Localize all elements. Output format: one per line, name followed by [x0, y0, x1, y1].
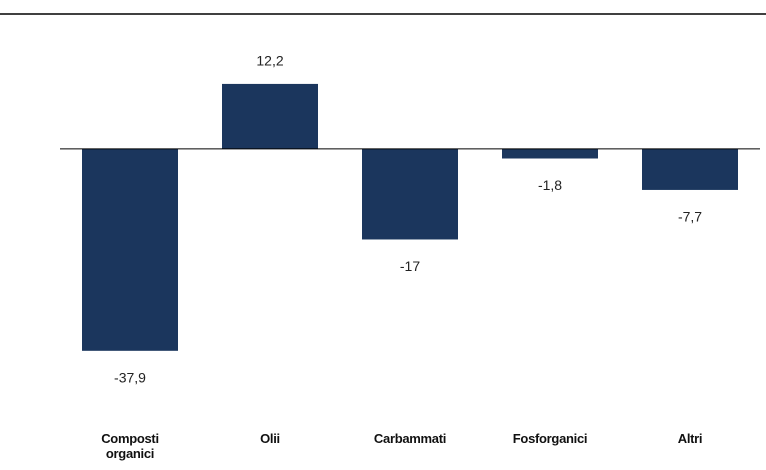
bar — [642, 148, 738, 190]
value-label: -1,8 — [538, 177, 562, 193]
value-label: -37,9 — [114, 370, 146, 386]
bar — [362, 148, 458, 240]
value-label: 12,2 — [256, 53, 283, 69]
x-tick-label: Fosforganici — [512, 431, 588, 446]
bar — [502, 148, 598, 159]
bar — [222, 83, 318, 149]
value-label: -17 — [400, 258, 420, 274]
x-tick-label: Carbammati — [373, 431, 447, 446]
x-tick-label: Altri — [677, 431, 703, 446]
value-label: -7,7 — [678, 209, 702, 225]
x-tick-label: Olii — [260, 431, 280, 446]
x-tick-label: Composti organici — [101, 431, 159, 461]
bar — [82, 148, 178, 351]
